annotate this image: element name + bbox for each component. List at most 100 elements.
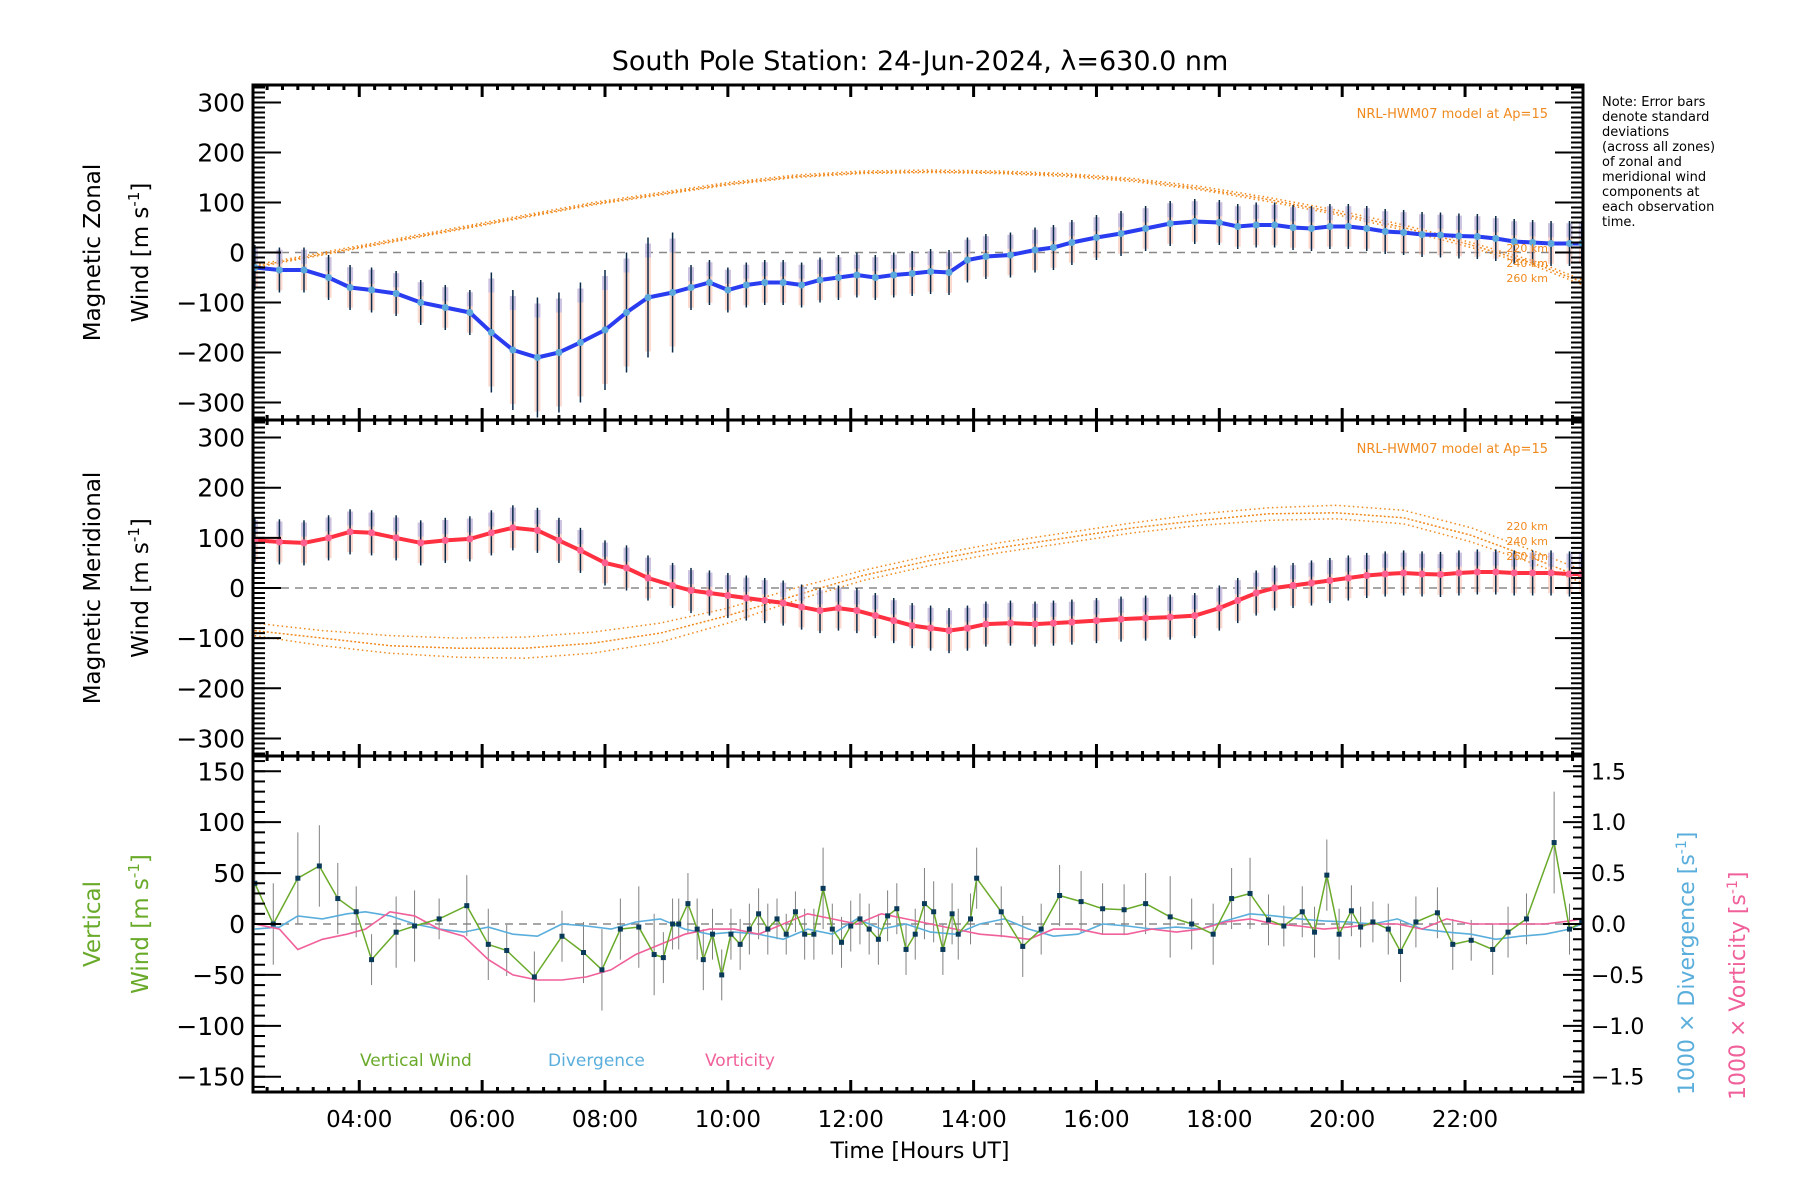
- data-point: [1381, 570, 1389, 578]
- data-point: [487, 529, 495, 537]
- data-point: [1455, 569, 1463, 577]
- bracket: ]: [128, 518, 154, 527]
- data-point: [927, 268, 935, 275]
- y2-tick-label: −0.5: [1591, 964, 1644, 989]
- data-point: [1189, 921, 1195, 927]
- data-point: [670, 921, 676, 927]
- data-point: [798, 281, 806, 289]
- data-point: [1398, 948, 1404, 954]
- data-point: [1215, 604, 1223, 612]
- data-point: [275, 538, 283, 546]
- data-point: [1252, 221, 1260, 229]
- data-point: [1492, 235, 1500, 242]
- data-point: [325, 274, 333, 281]
- data-point: [908, 622, 916, 630]
- data-point: [1400, 229, 1408, 236]
- model-altitude-label: 240 km: [1506, 257, 1548, 270]
- data-point: [1547, 569, 1555, 577]
- y2-tick-label: 0.5: [1591, 862, 1626, 887]
- data-point: [1057, 892, 1063, 898]
- data-point: [798, 603, 806, 611]
- data-point: [1006, 251, 1014, 259]
- data-point: [945, 627, 953, 635]
- data-point: [724, 592, 732, 600]
- data-point: [1363, 571, 1371, 579]
- data-point: [599, 967, 605, 973]
- data-point: [1142, 225, 1150, 232]
- data-point: [1434, 910, 1440, 916]
- data-point: [509, 346, 517, 354]
- data-point: [346, 284, 354, 291]
- data-point: [774, 916, 780, 922]
- data-point: [963, 624, 971, 632]
- data-point: [710, 931, 716, 937]
- data-point: [694, 926, 700, 932]
- data-point: [1468, 937, 1474, 943]
- data-point: [335, 896, 341, 902]
- bracket: ]: [128, 854, 154, 863]
- y-tick-label: 300: [197, 89, 245, 118]
- data-point: [866, 926, 872, 932]
- x-tick-label: 22:00: [1432, 1107, 1498, 1133]
- bracket: ]: [1675, 832, 1700, 841]
- data-point: [816, 276, 824, 284]
- data-point: [275, 266, 283, 274]
- data-point: [1068, 239, 1076, 246]
- data-point: [687, 284, 695, 291]
- y-tick-label: −300: [176, 724, 245, 753]
- y-tick-label: −200: [176, 674, 245, 703]
- y-tick-label: 100: [197, 524, 245, 553]
- data-point: [466, 309, 474, 316]
- data-point: [1490, 946, 1496, 952]
- data-point: [392, 534, 400, 542]
- data-point: [1031, 620, 1039, 628]
- data-point: [1326, 576, 1334, 584]
- data-point: [894, 906, 900, 912]
- data-point: [968, 916, 974, 922]
- data-point: [949, 911, 955, 917]
- data-point: [1436, 231, 1444, 239]
- data-point: [1529, 569, 1537, 577]
- panel-meridional: NRL-HWM07 model at Ap=15 220 km 240 km 260 …: [80, 418, 1585, 758]
- bracket: ]: [1726, 872, 1751, 881]
- data-point: [300, 539, 308, 547]
- data-point: [871, 274, 879, 281]
- plot-area: [253, 169, 1583, 418]
- data-point: [963, 256, 971, 264]
- data-point: [700, 957, 706, 963]
- data-point: [792, 909, 798, 915]
- data-point: [436, 916, 442, 922]
- data-point: [644, 574, 652, 582]
- y2-tick-label: 0.0: [1591, 913, 1626, 938]
- data-point: [417, 299, 425, 306]
- y-tick-label: 50: [213, 859, 245, 888]
- data-point: [316, 863, 322, 869]
- model-curve-240km: [254, 512, 1583, 649]
- data-point: [617, 926, 623, 932]
- data-point: [1117, 230, 1125, 237]
- data-point: [1271, 584, 1279, 592]
- data-point: [1049, 619, 1057, 627]
- data-point: [676, 921, 682, 927]
- data-point: [1229, 896, 1235, 902]
- y-tick-label: −100: [176, 1012, 245, 1041]
- data-point: [1252, 589, 1260, 597]
- data-point: [576, 339, 584, 346]
- data-point: [1031, 246, 1039, 254]
- data-point: [921, 901, 927, 907]
- data-point: [1092, 617, 1100, 625]
- y-tick-label: 0: [229, 574, 245, 603]
- data-point: [1370, 919, 1376, 925]
- data-point: [931, 909, 937, 915]
- y2-tick-label: 1.0: [1591, 811, 1626, 836]
- data-point: [940, 946, 946, 952]
- data-point: [705, 279, 713, 286]
- data-point: [417, 539, 425, 547]
- data-point: [1363, 225, 1371, 232]
- data-point: [1289, 581, 1297, 589]
- data-point: [1049, 244, 1057, 251]
- x-tick-label: 14:00: [940, 1107, 1006, 1133]
- data-point: [687, 587, 695, 595]
- y-label-line1: Magnetic Meridional: [80, 472, 106, 705]
- data-point: [1344, 574, 1352, 582]
